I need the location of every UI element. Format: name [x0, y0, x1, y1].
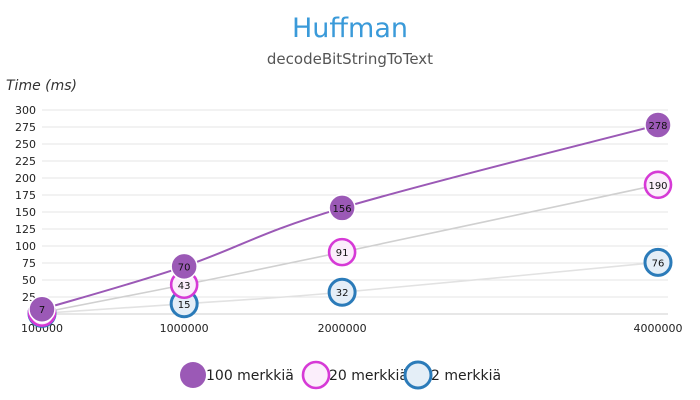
data-label: 156 [333, 204, 352, 215]
x-tick-label: 4000000 [634, 322, 683, 335]
x-tick-label: 1000000 [160, 322, 209, 335]
chart-title: Huffman [292, 13, 408, 44]
data-point[interactable] [28, 295, 56, 323]
y-tick-label: 300 [15, 104, 36, 117]
y-axis-label: Time (ms) [6, 78, 77, 94]
legend-label: 100 merkkiä [206, 368, 294, 384]
series-line [41, 123, 659, 311]
series-line [41, 261, 659, 315]
legend-item[interactable]: 20 merkkiä [301, 360, 408, 390]
x-tick-label: 2000000 [318, 322, 367, 335]
legend-item[interactable]: 2 merkkiä [403, 360, 501, 390]
legend[interactable]: 100 merkkiä 20 merkkiä 2 merkkiä [180, 360, 501, 390]
y-tick-label: 125 [15, 223, 36, 236]
data-points: 15 32 76 43 91 190 7 70 156 278 [27, 111, 673, 328]
data-label: 70 [178, 262, 191, 273]
data-point[interactable] [328, 194, 356, 222]
data-point[interactable] [170, 252, 198, 281]
legend-marker [301, 360, 331, 390]
data-point[interactable] [644, 111, 672, 139]
data-label: 7 [39, 305, 45, 316]
data-label: 91 [336, 248, 349, 259]
data-point[interactable] [643, 247, 673, 277]
y-tick-label: 200 [15, 172, 36, 185]
legend-marker [180, 362, 206, 388]
data-label: 278 [648, 121, 667, 132]
legend-label: 2 merkkiä [431, 368, 501, 384]
x-tick-labels: 100000 1000000 2000000 4000000 [21, 322, 683, 335]
y-tick-label: 75 [22, 257, 36, 270]
series-line [41, 184, 659, 314]
data-label: 190 [648, 181, 667, 192]
series-lines [41, 123, 659, 315]
data-point[interactable] [327, 277, 357, 307]
legend-item[interactable]: 100 merkkiä [180, 362, 294, 388]
y-tick-label: 150 [15, 206, 36, 219]
y-tick-label: 250 [15, 138, 36, 151]
y-tick-label: 275 [15, 121, 36, 134]
y-tick-label: 100 [15, 240, 36, 253]
data-label: 32 [336, 288, 349, 299]
x-tick-label: 100000 [21, 322, 63, 335]
y-tick-label: 50 [22, 274, 36, 287]
chart-subtitle: decodeBitStringToText [267, 50, 433, 68]
data-point[interactable] [327, 237, 357, 267]
data-point[interactable] [643, 170, 673, 200]
y-tick-label: 225 [15, 155, 36, 168]
data-label: 76 [652, 258, 665, 269]
legend-label: 20 merkkiä [329, 368, 408, 384]
data-label: 43 [178, 281, 191, 292]
data-label: 15 [178, 300, 191, 311]
y-tick-label: 175 [15, 189, 36, 202]
legend-marker [403, 360, 433, 390]
